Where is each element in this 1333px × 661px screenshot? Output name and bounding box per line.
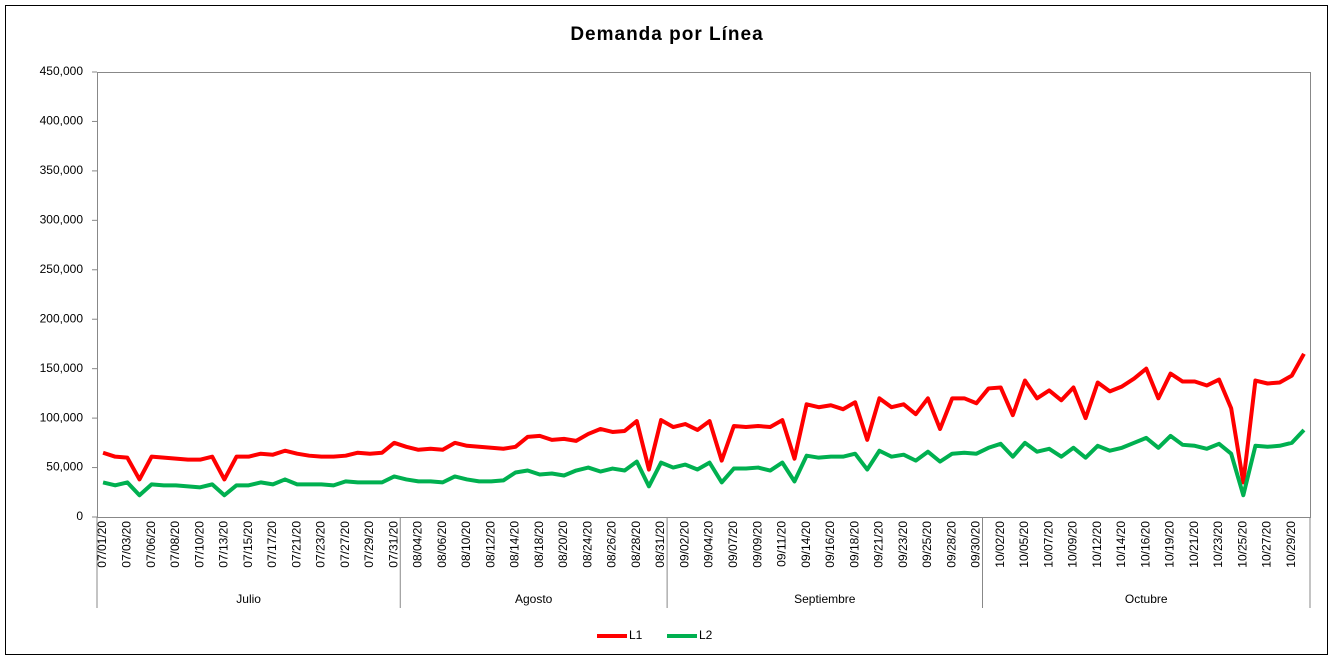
x-tick-label: 07/03/20 [119,521,133,568]
x-tick-label: 08/18/20 [532,521,546,568]
x-tick-label: 09/28/20 [944,521,958,568]
y-tick-label: 450,000 [40,64,84,78]
x-tick-label: 08/04/20 [411,521,425,568]
x-tick-label: 08/10/20 [459,521,473,568]
y-tick-label: 0 [76,509,83,523]
x-tick-label: 10/29/20 [1284,521,1298,568]
chart-frame [5,5,1328,655]
x-tick-label: 09/04/20 [702,521,716,568]
group-label: Agosto [515,592,553,606]
x-tick-label: 07/08/20 [168,521,182,568]
x-tick-label: 08/24/20 [580,521,594,568]
x-tick-label: 07/21/20 [289,521,303,568]
x-tick-label: 10/25/20 [1235,521,1249,568]
x-tick-label: 10/19/20 [1163,521,1177,568]
x-tick-label: 08/31/20 [653,521,667,568]
x-tick-label: 07/29/20 [362,521,376,568]
x-tick-label: 10/07/20 [1041,521,1055,568]
x-tick-label: 10/21/20 [1187,521,1201,568]
x-tick-label: 07/17/20 [265,521,279,568]
y-tick-label: 400,000 [40,114,84,128]
x-tick-label: 09/07/20 [726,521,740,568]
x-tick-label: 07/23/20 [314,521,328,568]
x-tick-label: 10/05/20 [1017,521,1031,568]
x-tick-label: 09/23/20 [896,521,910,568]
x-tick-label: 09/11/20 [775,521,789,567]
group-label: Septiembre [794,592,856,606]
x-tick-label: 10/02/20 [993,521,1007,568]
x-tick-label: 08/14/20 [508,521,522,568]
group-label: Julio [236,592,261,606]
y-tick-label: 50,000 [46,460,83,474]
x-tick-label: 09/14/20 [799,521,813,568]
x-tick-label: 09/09/20 [750,521,764,568]
legend-label: L1 [629,628,643,642]
x-tick-label: 08/28/20 [629,521,643,568]
x-tick-label: 10/12/20 [1090,521,1104,568]
y-tick-label: 350,000 [40,163,84,177]
x-tick-label: 08/26/20 [605,521,619,568]
x-tick-label: 07/06/20 [144,521,158,568]
x-tick-label: 07/01/20 [95,521,109,568]
y-tick-label: 200,000 [40,311,84,325]
y-tick-label: 150,000 [40,361,84,375]
x-tick-label: 07/15/20 [241,521,255,568]
x-tick-label: 08/12/20 [483,521,497,568]
y-tick-label: 300,000 [40,213,84,227]
x-tick-label: 08/20/20 [556,521,570,568]
x-tick-label: 07/31/20 [386,521,400,568]
x-tick-label: 07/13/20 [217,521,231,568]
y-tick-label: 100,000 [40,410,84,424]
line-series [102,352,1306,485]
y-tick-label: 250,000 [40,262,84,276]
x-tick-label: 10/23/20 [1211,521,1225,568]
x-tick-label: 09/21/20 [872,521,886,568]
x-tick-label: 09/25/20 [920,521,934,568]
x-tick-label: 07/10/20 [192,521,206,568]
legend-label: L2 [699,628,713,642]
x-tick-label: 09/16/20 [823,521,837,568]
x-tick-label: 10/16/20 [1138,521,1152,568]
x-tick-label: 10/14/20 [1114,521,1128,568]
chart-title: Demanda por Línea [570,24,763,45]
line-series [102,428,1306,498]
x-tick-label: 09/18/20 [847,521,861,568]
x-tick-label: 09/30/20 [969,521,983,568]
x-tick-label: 10/09/20 [1066,521,1080,568]
plot-area [97,72,1311,518]
x-tick-label: 07/27/20 [338,521,352,568]
x-tick-label: 09/02/20 [677,521,691,568]
x-tick-label: 10/27/20 [1260,521,1274,568]
x-tick-label: 08/06/20 [435,521,449,568]
group-label: Octubre [1125,592,1168,606]
